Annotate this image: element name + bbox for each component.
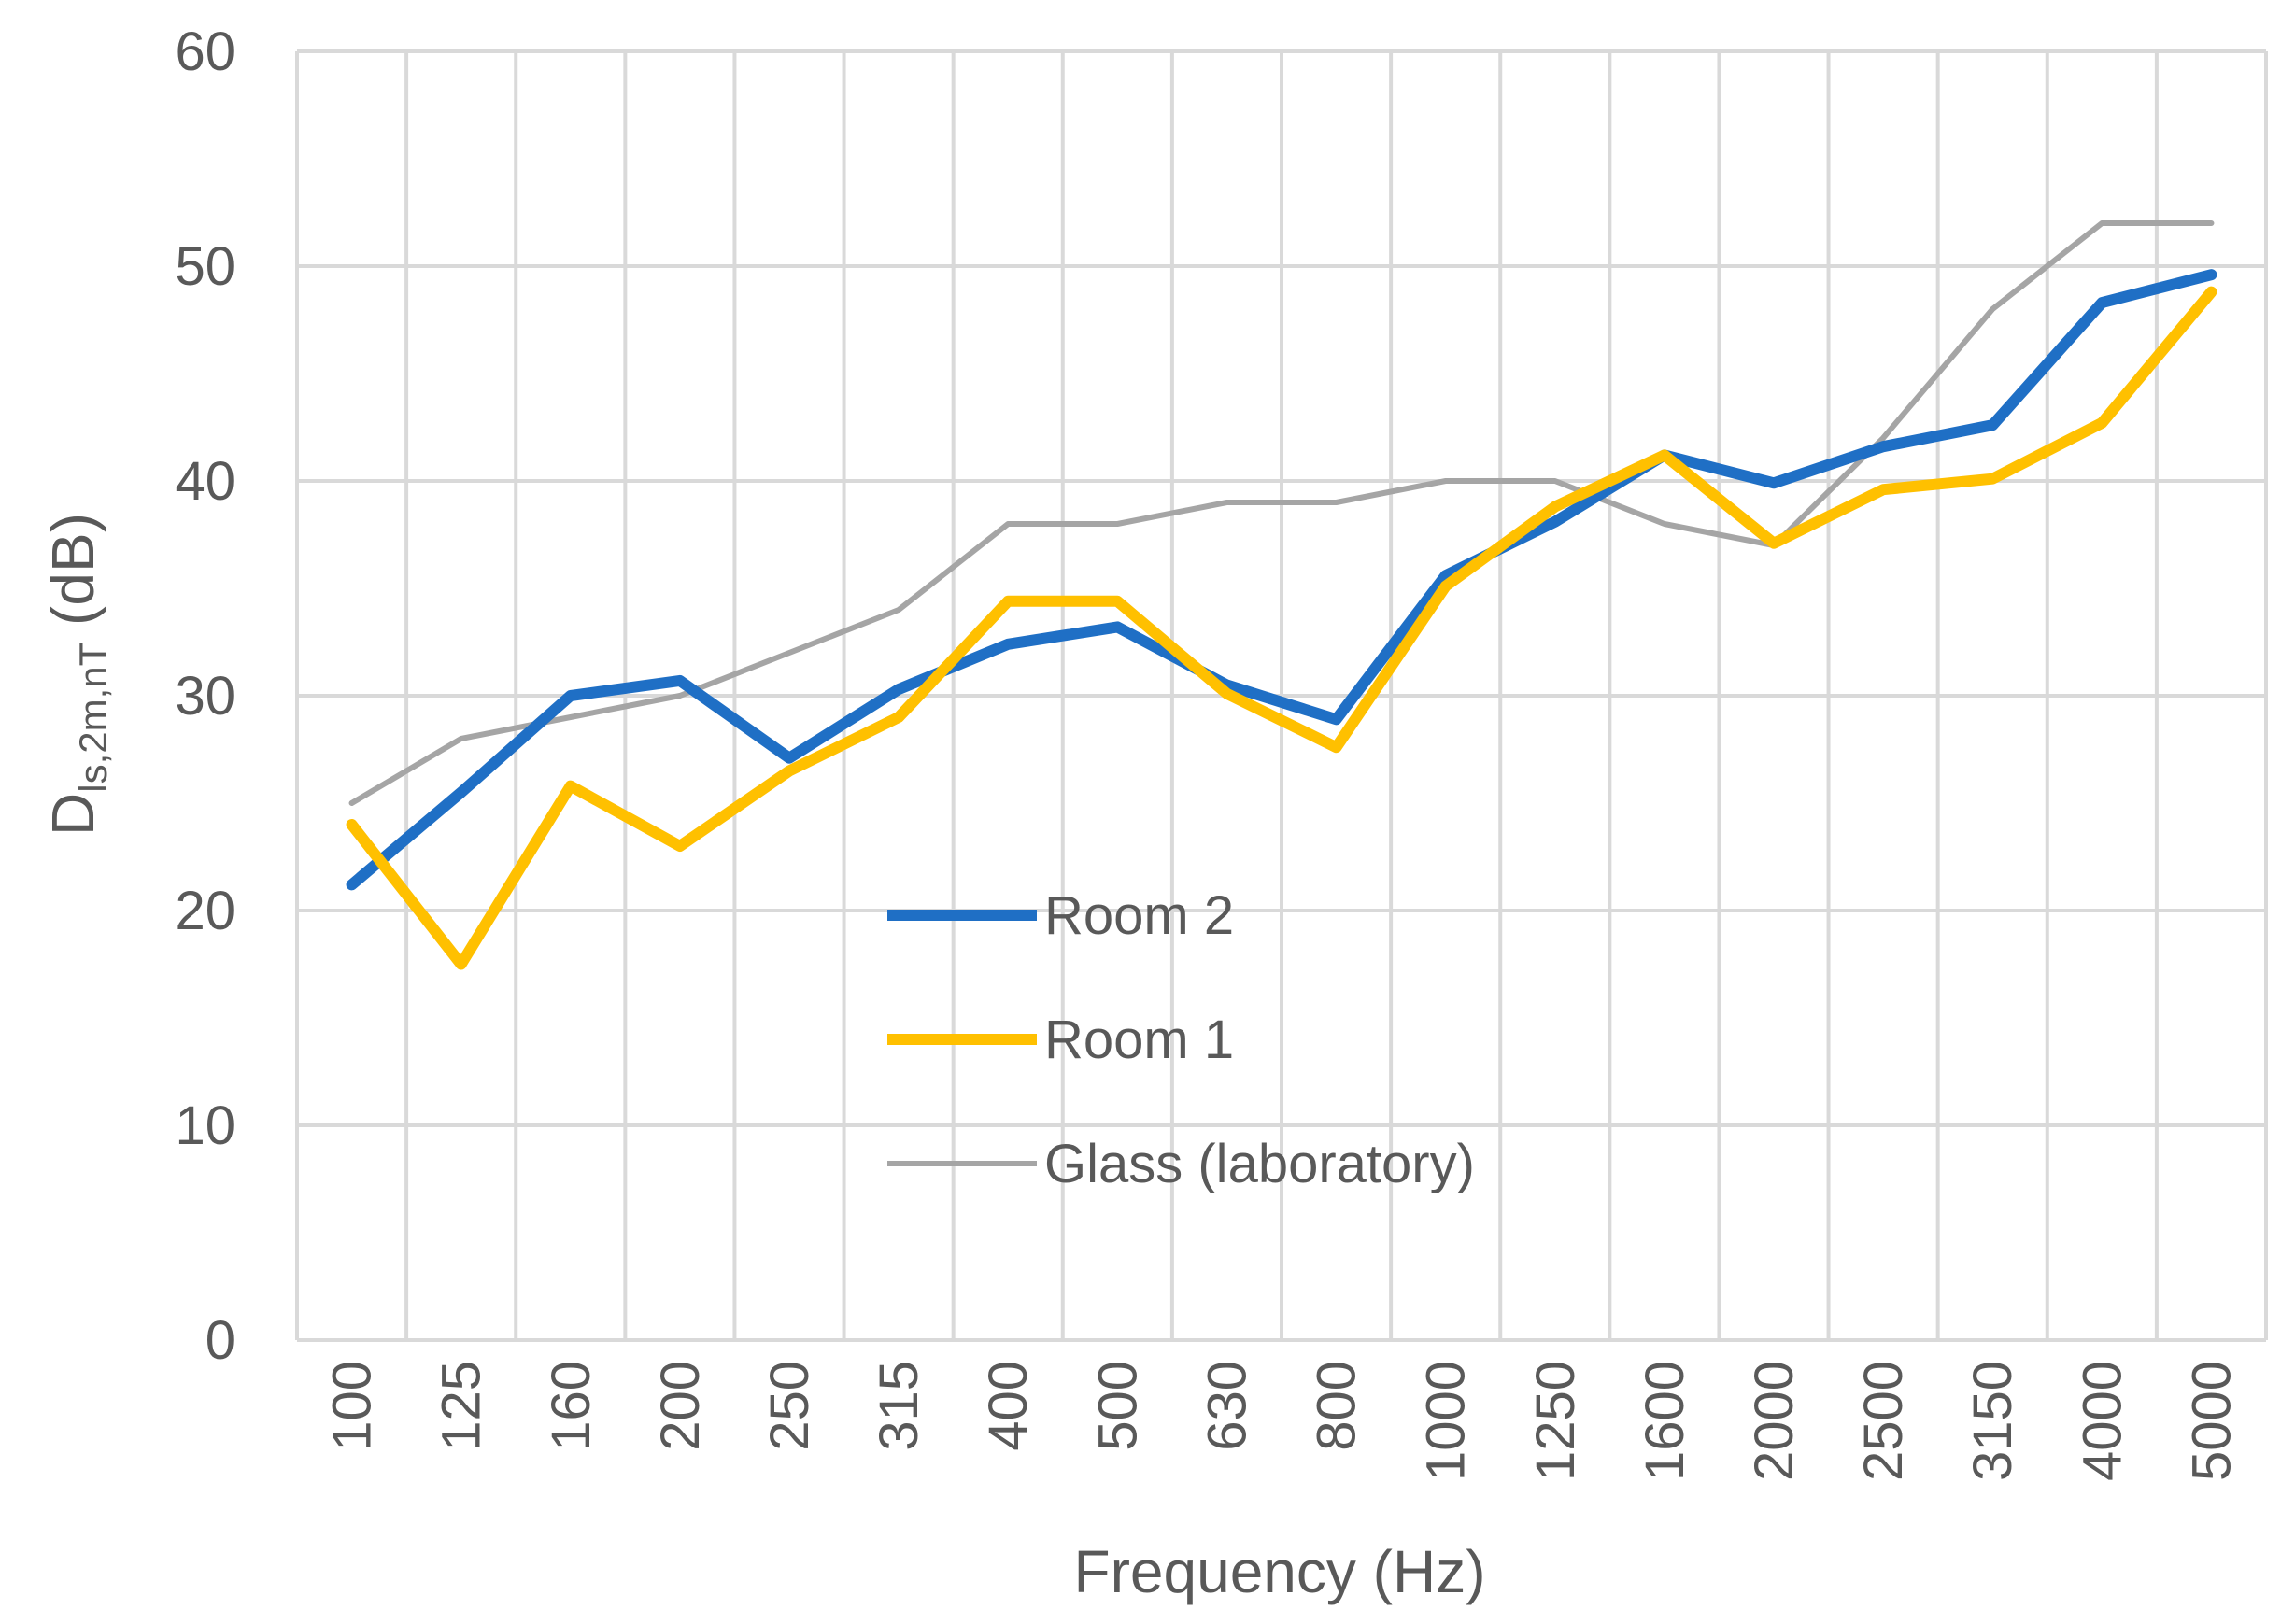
y-tick-label: 20 xyxy=(175,881,235,941)
x-tick-label: 4000 xyxy=(2072,1361,2132,1481)
x-tick-label: 1000 xyxy=(1416,1361,1477,1481)
x-tick-label: 1250 xyxy=(1525,1361,1586,1481)
x-tick-label: 125 xyxy=(432,1361,492,1451)
y-tick-label: 30 xyxy=(175,666,235,727)
x-tick-label: 2000 xyxy=(1744,1361,1805,1481)
x-tick-label: 400 xyxy=(978,1361,1039,1451)
x-axis-tick-labels: 100 125 160 200 250 315 400 500 630 800 1000 1250 16… xyxy=(322,1361,2243,1481)
x-tick-label: 500 xyxy=(1087,1361,1148,1451)
x-tick-label: 100 xyxy=(322,1361,383,1451)
y-tick-label: 40 xyxy=(175,451,235,512)
x-tick-label: 200 xyxy=(650,1361,711,1451)
x-tick-label: 1600 xyxy=(1635,1361,1695,1481)
y-axis-title-main: D xyxy=(39,793,106,836)
legend-label-glass-laboratory: Glass (laboratory) xyxy=(1044,1134,1475,1194)
x-tick-label: 3150 xyxy=(1962,1361,2023,1481)
x-axis-title: Frequency (Hz) xyxy=(1074,1538,1486,1605)
x-tick-label: 2500 xyxy=(1853,1361,1914,1481)
x-tick-label: 630 xyxy=(1197,1361,1257,1451)
y-tick-label: 60 xyxy=(175,21,235,82)
x-tick-label: 160 xyxy=(541,1361,602,1451)
legend: Room 2 Room 1 Glass (laboratory) xyxy=(887,885,1475,1194)
y-axis-title-suffix: (dB) xyxy=(39,513,106,643)
legend-label-room-1: Room 1 xyxy=(1044,1010,1234,1070)
y-axis-title-subscript: ls,2m,nT xyxy=(71,643,115,793)
y-axis-tick-labels: 0 10 20 30 40 50 60 xyxy=(175,21,235,1371)
line-chart: 0 10 20 30 40 50 60 100 125 160 200 250 315 400 500 63… xyxy=(0,0,2295,1624)
x-tick-label: 315 xyxy=(869,1361,929,1451)
y-tick-label: 10 xyxy=(175,1095,235,1156)
y-tick-label: 50 xyxy=(175,236,235,297)
y-tick-label: 0 xyxy=(205,1310,235,1371)
x-tick-label: 5000 xyxy=(2181,1361,2242,1481)
x-tick-label: 250 xyxy=(759,1361,820,1451)
y-axis-title: Dls,2m,nT (dB) xyxy=(39,513,115,836)
x-tick-label: 800 xyxy=(1307,1361,1367,1451)
legend-label-room-2: Room 2 xyxy=(1044,885,1234,946)
